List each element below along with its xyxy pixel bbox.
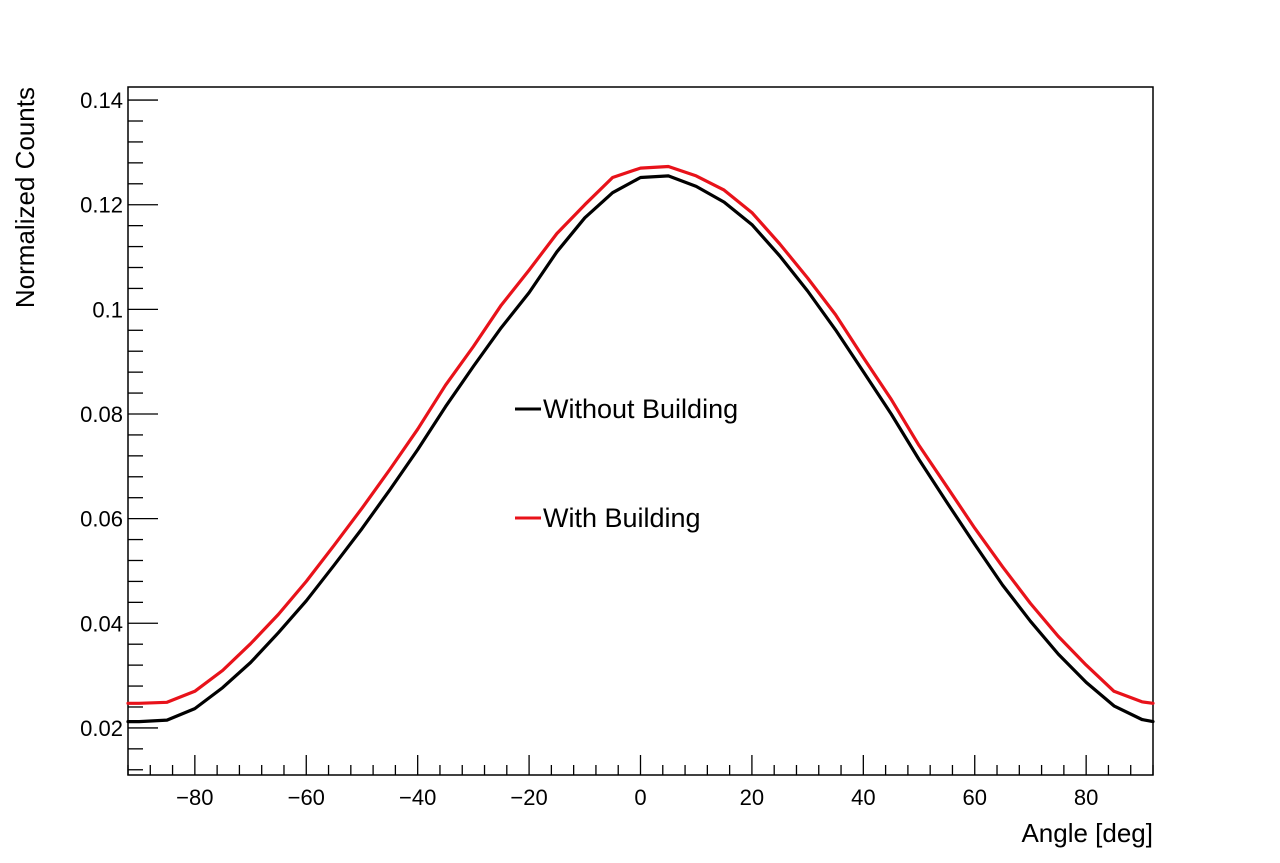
y-axis-title: Normalized Counts [10,87,40,308]
x-axis-ticks: −80 −60 −40 −20 0 20 40 60 80 [127,755,1154,810]
x-tick-label: 20 [740,785,764,810]
x-tick-label: 60 [962,785,986,810]
series-layer [126,164,1155,724]
x-tick-label: 0 [634,785,646,810]
y-axis-ticks: 0.02 0.04 0.06 0.08 0.1 0.12 0.14 [80,88,158,771]
y-tick-label: 0.06 [80,507,123,532]
x-tick-label: 80 [1074,785,1098,810]
y-tick-label: 0.02 [80,716,123,741]
series-line-without-building [126,174,1155,724]
y-tick-label: 0.04 [80,611,123,636]
y-tick-label: 0.14 [80,88,123,113]
legend: Without Building With Building [515,394,738,533]
x-tick-label: −40 [399,785,436,810]
x-tick-label: −20 [510,785,547,810]
x-tick-label: 40 [851,785,875,810]
y-tick-label: 0.1 [92,297,123,322]
x-tick-label: −60 [288,785,325,810]
x-tick-label: −80 [176,785,213,810]
legend-label-with-building: With Building [543,503,701,533]
plot-frame [127,86,1154,776]
x-axis-title: Angle [deg] [1021,818,1153,848]
legend-label-without-building: Without Building [543,394,738,424]
y-tick-label: 0.08 [80,402,123,427]
series-line-with-building [126,164,1155,705]
y-tick-label: 0.12 [80,193,123,218]
